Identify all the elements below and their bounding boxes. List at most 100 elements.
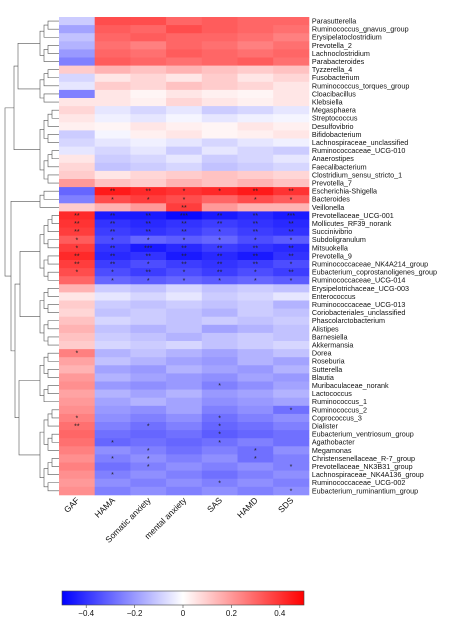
heatmap-cell bbox=[59, 106, 96, 115]
heatmap-cell bbox=[130, 106, 167, 115]
heatmap-cell bbox=[237, 154, 274, 164]
heatmap-cell bbox=[94, 276, 131, 285]
heatmap-cell bbox=[130, 179, 167, 188]
heatmap-cell bbox=[237, 462, 274, 471]
heatmap-cell bbox=[166, 179, 203, 188]
significance-marker: ** bbox=[146, 189, 152, 196]
significance-marker: ** bbox=[217, 262, 223, 269]
heatmap-cell bbox=[166, 89, 203, 99]
heatmap-cell bbox=[130, 170, 167, 180]
heatmap-cell bbox=[166, 195, 203, 204]
heatmap-cell bbox=[237, 430, 274, 439]
heatmap-cell bbox=[237, 114, 274, 123]
heatmap-cell bbox=[130, 405, 167, 415]
dendrogram-branch bbox=[47, 174, 59, 184]
heatmap-cell bbox=[273, 341, 310, 350]
significance-marker: * bbox=[75, 351, 78, 358]
heatmap-cell bbox=[273, 324, 310, 334]
heatmap-cell bbox=[94, 341, 131, 350]
heatmap-cell bbox=[130, 211, 167, 220]
heatmap-cell bbox=[273, 179, 310, 188]
heatmap-cell bbox=[237, 268, 274, 277]
heatmap-cell bbox=[130, 251, 167, 261]
heatmap-cell bbox=[59, 179, 96, 188]
heatmap-cell bbox=[273, 308, 310, 318]
row-label: Lachnospiraceae_NK4A136_group bbox=[312, 470, 424, 479]
heatmap-cell bbox=[273, 486, 310, 496]
colorbar-ticks: −0.4 −0.2 0 0.2 0.4 bbox=[78, 605, 286, 618]
heatmap-cell bbox=[94, 195, 131, 204]
significance-marker: ** bbox=[253, 229, 259, 236]
row-label: Erysipelotrichaceae_UCG-003 bbox=[312, 284, 409, 293]
heatmap-cell bbox=[94, 260, 131, 269]
row-label: Klebsiella bbox=[312, 97, 343, 106]
heatmap-cell bbox=[166, 308, 203, 318]
heatmap-cell bbox=[237, 284, 274, 293]
significance-marker: ** bbox=[253, 213, 259, 220]
heatmap-cell bbox=[59, 300, 96, 309]
heatmap-cell bbox=[94, 446, 131, 455]
significance-marker: * bbox=[218, 416, 221, 423]
dendrogram-branch bbox=[47, 352, 59, 362]
heatmap-cell bbox=[94, 251, 131, 261]
heatmap-cell bbox=[94, 462, 131, 471]
heatmap-cell bbox=[59, 365, 96, 374]
row-label: Megamonas bbox=[312, 446, 352, 455]
heatmap-cell bbox=[201, 349, 238, 358]
heatmap-cell bbox=[59, 341, 96, 350]
heatmap-cell bbox=[94, 357, 131, 366]
heatmap-cell bbox=[59, 389, 96, 399]
heatmap-cell bbox=[273, 462, 310, 471]
heatmap-cell bbox=[201, 292, 238, 301]
heatmap-cells bbox=[59, 17, 310, 496]
dendrogram-branch bbox=[43, 225, 48, 245]
heatmap-cell bbox=[201, 260, 238, 269]
row-label: Mitsuokella bbox=[312, 243, 348, 252]
heatmap-cell bbox=[94, 438, 131, 447]
heatmap-cell bbox=[94, 41, 131, 50]
heatmap-cell bbox=[273, 162, 310, 172]
significance-marker: ** bbox=[74, 254, 80, 261]
significance-marker: ** bbox=[74, 213, 80, 220]
significance-marker: * bbox=[254, 456, 257, 463]
dendrogram-branch bbox=[51, 215, 59, 224]
significance-marker: ** bbox=[181, 221, 187, 228]
heatmap-cell bbox=[130, 89, 167, 99]
dendrogram-branch bbox=[47, 320, 59, 330]
heatmap-cell bbox=[166, 106, 203, 115]
heatmap-cell bbox=[273, 227, 310, 237]
heatmap-cell bbox=[201, 243, 238, 253]
heatmap-cell bbox=[201, 438, 238, 447]
colorbar: −0.4 −0.2 0 0.2 0.4 bbox=[61, 590, 305, 618]
significance-marker: * bbox=[111, 456, 114, 463]
heatmap-cell bbox=[166, 478, 203, 488]
heatmap-cell bbox=[201, 478, 238, 488]
row-label: Eubacterium_ventriosum_group bbox=[312, 430, 414, 439]
heatmap-cell bbox=[273, 268, 310, 277]
heatmap-cell bbox=[94, 17, 131, 26]
heatmap-cell bbox=[59, 316, 96, 326]
heatmap-cell bbox=[166, 114, 203, 123]
heatmap-cell bbox=[94, 73, 131, 83]
heatmap-cell bbox=[273, 316, 310, 326]
heatmap-cell bbox=[201, 405, 238, 415]
heatmap-cell bbox=[201, 357, 238, 366]
heatmap-cell bbox=[166, 162, 203, 172]
significance-marker: * bbox=[147, 448, 150, 455]
heatmap-cell bbox=[201, 114, 238, 123]
heatmap-cell bbox=[130, 235, 167, 245]
row-labels: ParasutterellaRuminococcus_gnavus_groupE… bbox=[312, 16, 437, 495]
significance-marker: ** bbox=[110, 254, 116, 261]
heatmap-cell bbox=[166, 486, 203, 496]
heatmap-cell bbox=[59, 138, 96, 147]
dendrogram-branch bbox=[43, 190, 59, 200]
heatmap-cell bbox=[237, 389, 274, 399]
heatmap-cell bbox=[130, 146, 167, 156]
heatmap-cell bbox=[237, 17, 274, 26]
heatmap-cell bbox=[94, 179, 131, 188]
heatmap-cell bbox=[94, 405, 131, 415]
heatmap-cell bbox=[237, 146, 274, 156]
row-label: Prevotellaceae_UCG-001 bbox=[312, 211, 394, 220]
significance-marker: * bbox=[183, 278, 186, 285]
heatmap-cell bbox=[166, 381, 203, 390]
